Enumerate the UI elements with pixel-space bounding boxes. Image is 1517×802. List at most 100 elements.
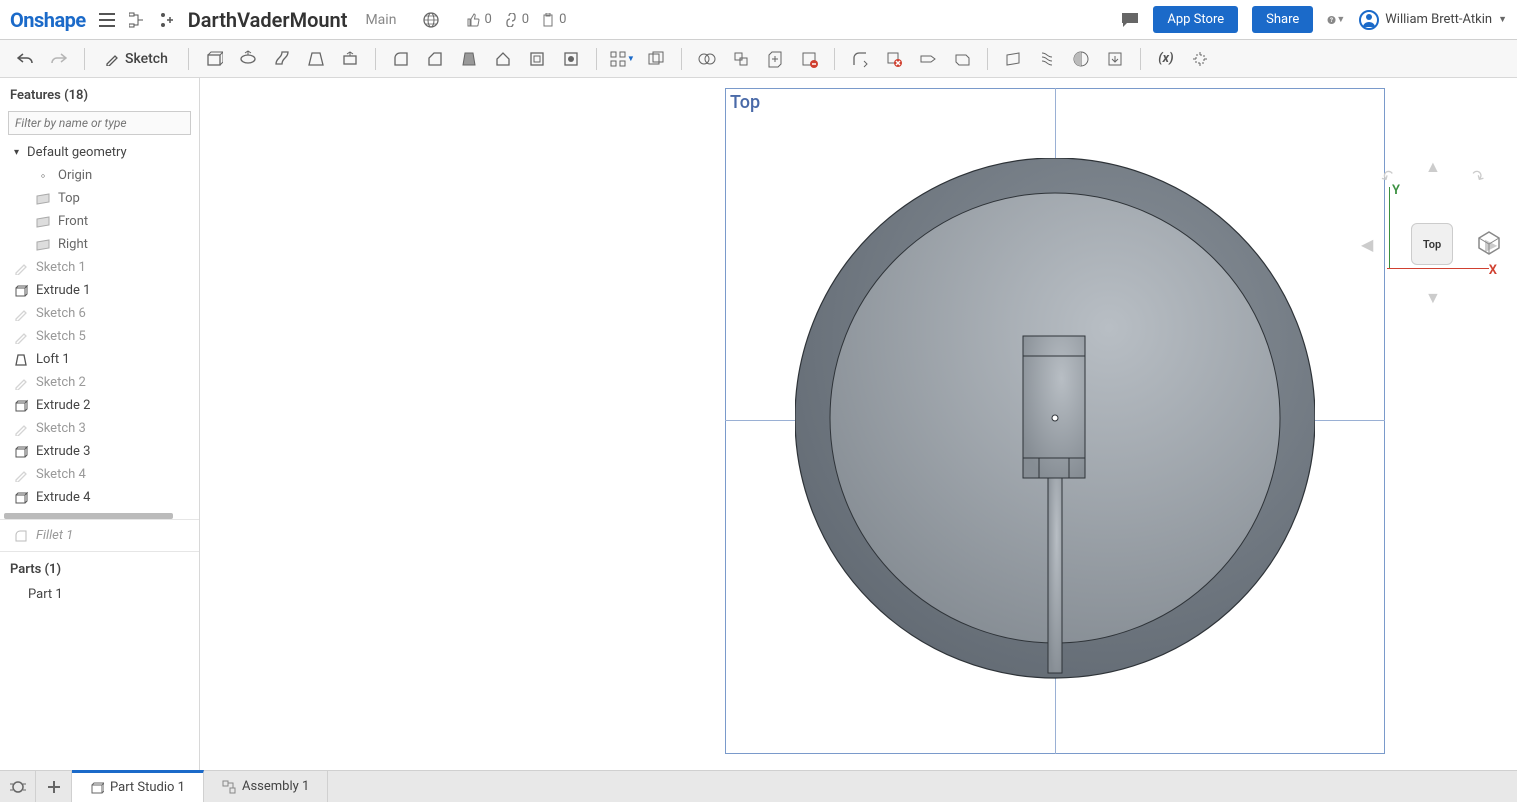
plane-top[interactable]: Top [0, 187, 197, 210]
loft-icon[interactable] [303, 46, 329, 72]
revolve-icon[interactable] [235, 46, 261, 72]
shell-icon[interactable] [524, 46, 550, 72]
extrude-icon [14, 399, 28, 413]
insert-icon[interactable] [158, 11, 176, 29]
hole-icon[interactable] [558, 46, 584, 72]
extrude-icon[interactable] [201, 46, 227, 72]
rib-icon[interactable] [490, 46, 516, 72]
tab-part-studio-label: Part Studio 1 [110, 780, 185, 795]
draft-icon[interactable] [456, 46, 482, 72]
tab-part-studio[interactable]: Part Studio 1 [72, 770, 204, 802]
cube-arrow-up[interactable]: ▲ [1425, 157, 1441, 177]
add-tab-button[interactable] [36, 771, 72, 802]
fillet-icon[interactable] [388, 46, 414, 72]
feature-toolbar: Sketch ▼ (x) [0, 40, 1517, 78]
redo-button[interactable] [46, 46, 72, 72]
user-name: William Brett-Atkin [1385, 12, 1492, 27]
graphics-canvas[interactable]: Top Y X ▲ [200, 78, 1517, 770]
move-face-icon[interactable] [762, 46, 788, 72]
comment-icon[interactable] [1121, 11, 1139, 29]
links-count[interactable]: 0 [504, 12, 529, 27]
origin-node[interactable]: ◦ Origin [0, 164, 197, 187]
plane-front[interactable]: Front [0, 210, 197, 233]
likes-value: 0 [484, 12, 491, 27]
pattern-icon[interactable]: ▼ [609, 46, 635, 72]
copies-value: 0 [559, 12, 566, 27]
feature-extrude-4[interactable]: Extrude 4 [0, 486, 197, 509]
pencil-icon [105, 52, 119, 66]
thicken-icon[interactable] [337, 46, 363, 72]
hamburger-icon[interactable] [98, 11, 116, 29]
feature-sketch-4[interactable]: Sketch 4 [0, 463, 197, 486]
boolean-icon[interactable] [643, 46, 669, 72]
plane-right[interactable]: Right [0, 233, 197, 256]
plane-icon[interactable] [1000, 46, 1026, 72]
feature-filter-input[interactable] [8, 111, 191, 135]
plane-label: Front [58, 214, 88, 229]
replace-face-icon[interactable] [915, 46, 941, 72]
cube-face-top[interactable]: Top [1411, 223, 1453, 265]
feature-label: Sketch 4 [36, 467, 86, 482]
feature-label: Extrude 3 [36, 444, 90, 459]
link-icon [504, 13, 518, 27]
cube-arrow-down[interactable]: ▼ [1425, 288, 1441, 308]
delete-part-icon[interactable] [881, 46, 907, 72]
custom-feature-icon[interactable] [1187, 46, 1213, 72]
feature-sketch-5[interactable]: Sketch 5 [0, 325, 197, 348]
feature-sketch-3[interactable]: Sketch 3 [0, 417, 197, 440]
undo-button[interactable] [12, 46, 38, 72]
copies-count[interactable]: 0 [541, 12, 566, 27]
feature-tree[interactable]: ▾ Default geometry ◦ Origin Top Front Righ… [0, 141, 199, 509]
delete-face-icon[interactable] [796, 46, 822, 72]
feature-sidebar: Features (18) ▾ Default geometry ◦ Origi… [0, 78, 200, 770]
cube-rotate-cw[interactable]: ↷ [1467, 165, 1488, 188]
feature-loft-1[interactable]: Loft 1 [0, 348, 197, 371]
part-model[interactable] [795, 158, 1315, 758]
fillet-row[interactable]: Fillet 1 [0, 519, 199, 551]
section-icon[interactable] [1068, 46, 1094, 72]
share-button[interactable]: Share [1252, 6, 1313, 33]
feature-label: Sketch 1 [36, 260, 86, 275]
tab-assembly[interactable]: Assembly 1 [204, 771, 328, 802]
iso-view-icon[interactable] [1476, 230, 1502, 256]
likes-count[interactable]: 0 [466, 12, 491, 27]
sketch-button[interactable]: Sketch [97, 47, 176, 71]
modify-fillet-icon[interactable] [847, 46, 873, 72]
links-value: 0 [522, 12, 529, 27]
import-icon[interactable] [1102, 46, 1128, 72]
clipboard-icon [541, 13, 555, 27]
default-geometry-node[interactable]: ▾ Default geometry [0, 141, 197, 164]
cube-arrow-left[interactable]: ◀ [1361, 235, 1373, 254]
feature-sketch-1[interactable]: Sketch 1 [0, 256, 197, 279]
chamfer-icon[interactable] [422, 46, 448, 72]
feature-sketch-2[interactable]: Sketch 2 [0, 371, 197, 394]
helix-icon[interactable] [1034, 46, 1060, 72]
onshape-logo[interactable]: Onshape [10, 8, 86, 32]
assembly-icon [222, 780, 236, 794]
tab-assembly-label: Assembly 1 [242, 779, 309, 794]
feature-extrude-3[interactable]: Extrude 3 [0, 440, 197, 463]
topbar-right: App Store Share ?▼ William Brett-Atkin ▼ [1121, 6, 1507, 33]
offset-surf-icon[interactable] [949, 46, 975, 72]
triad-y-axis [1389, 187, 1390, 269]
sketch-icon [14, 261, 28, 275]
app-store-button[interactable]: App Store [1153, 6, 1238, 33]
variable-icon[interactable]: (x) [1153, 46, 1179, 72]
globe-icon[interactable] [422, 11, 440, 29]
sketch-icon [14, 330, 28, 344]
transform-icon[interactable] [728, 46, 754, 72]
fillet-label: Fillet 1 [36, 528, 73, 543]
sweep-icon[interactable] [269, 46, 295, 72]
feature-extrude-1[interactable]: Extrude 1 [0, 279, 197, 302]
sketch-icon [14, 376, 28, 390]
tab-manager-button[interactable] [0, 771, 36, 802]
split-icon[interactable] [694, 46, 720, 72]
document-branch[interactable]: Main [365, 12, 396, 28]
document-name[interactable]: DarthVaderMount [188, 8, 348, 32]
tree-icon[interactable] [128, 11, 146, 29]
user-menu[interactable]: William Brett-Atkin ▼ [1359, 10, 1507, 30]
help-icon[interactable]: ?▼ [1327, 11, 1345, 29]
feature-extrude-2[interactable]: Extrude 2 [0, 394, 197, 417]
feature-sketch-6[interactable]: Sketch 6 [0, 302, 197, 325]
part-item[interactable]: Part 1 [0, 583, 199, 606]
